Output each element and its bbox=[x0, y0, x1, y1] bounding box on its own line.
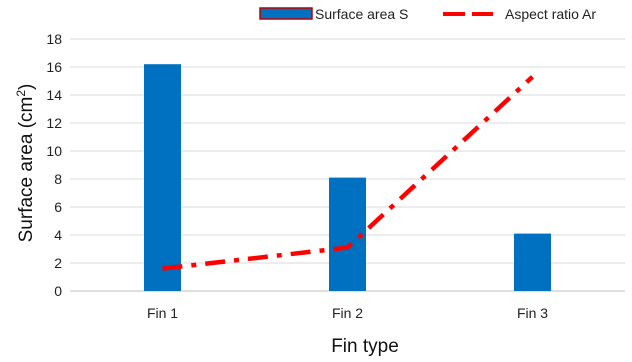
y-axis-title-close: ) bbox=[16, 84, 37, 90]
x-axis-title: Fin type bbox=[331, 336, 399, 357]
x-tick-labels: Fin 1 Fin 2 Fin 3 bbox=[147, 305, 548, 321]
x-tick-label: Fin 3 bbox=[517, 305, 548, 321]
y-tick-label: 18 bbox=[46, 31, 62, 47]
y-tick-label: 4 bbox=[54, 227, 62, 243]
y-tick-label: 10 bbox=[46, 143, 62, 159]
y-tick-label: 12 bbox=[46, 115, 62, 131]
legend-bar-swatch bbox=[259, 7, 313, 20]
y-tick-label: 0 bbox=[54, 283, 62, 299]
bar-series bbox=[144, 64, 551, 291]
y-axis-title: Surface area (cm2) bbox=[14, 84, 37, 243]
bar-fin-3 bbox=[514, 233, 551, 291]
y-tick-labels: 0 2 4 6 8 10 12 14 16 18 bbox=[46, 31, 62, 299]
legend: Surface area S Aspect ratio Ar bbox=[259, 6, 596, 22]
y-tick-label: 14 bbox=[46, 87, 62, 103]
aspect-ratio-line bbox=[162, 75, 535, 271]
y-tick-label: 2 bbox=[54, 255, 62, 271]
y-tick-label: 8 bbox=[54, 171, 62, 187]
y-axis-title-superscript: 2 bbox=[14, 90, 28, 97]
bar-fin-1 bbox=[144, 64, 181, 291]
legend-line-label: Aspect ratio Ar bbox=[505, 6, 596, 22]
x-tick-label: Fin 1 bbox=[147, 305, 178, 321]
y-axis-title-main: Surface area (cm bbox=[16, 97, 37, 243]
line-series bbox=[162, 75, 535, 271]
y-tick-label: 16 bbox=[46, 59, 62, 75]
legend-bar-label: Surface area S bbox=[315, 6, 408, 22]
y-tick-label: 6 bbox=[54, 199, 62, 215]
x-tick-label: Fin 2 bbox=[332, 305, 363, 321]
